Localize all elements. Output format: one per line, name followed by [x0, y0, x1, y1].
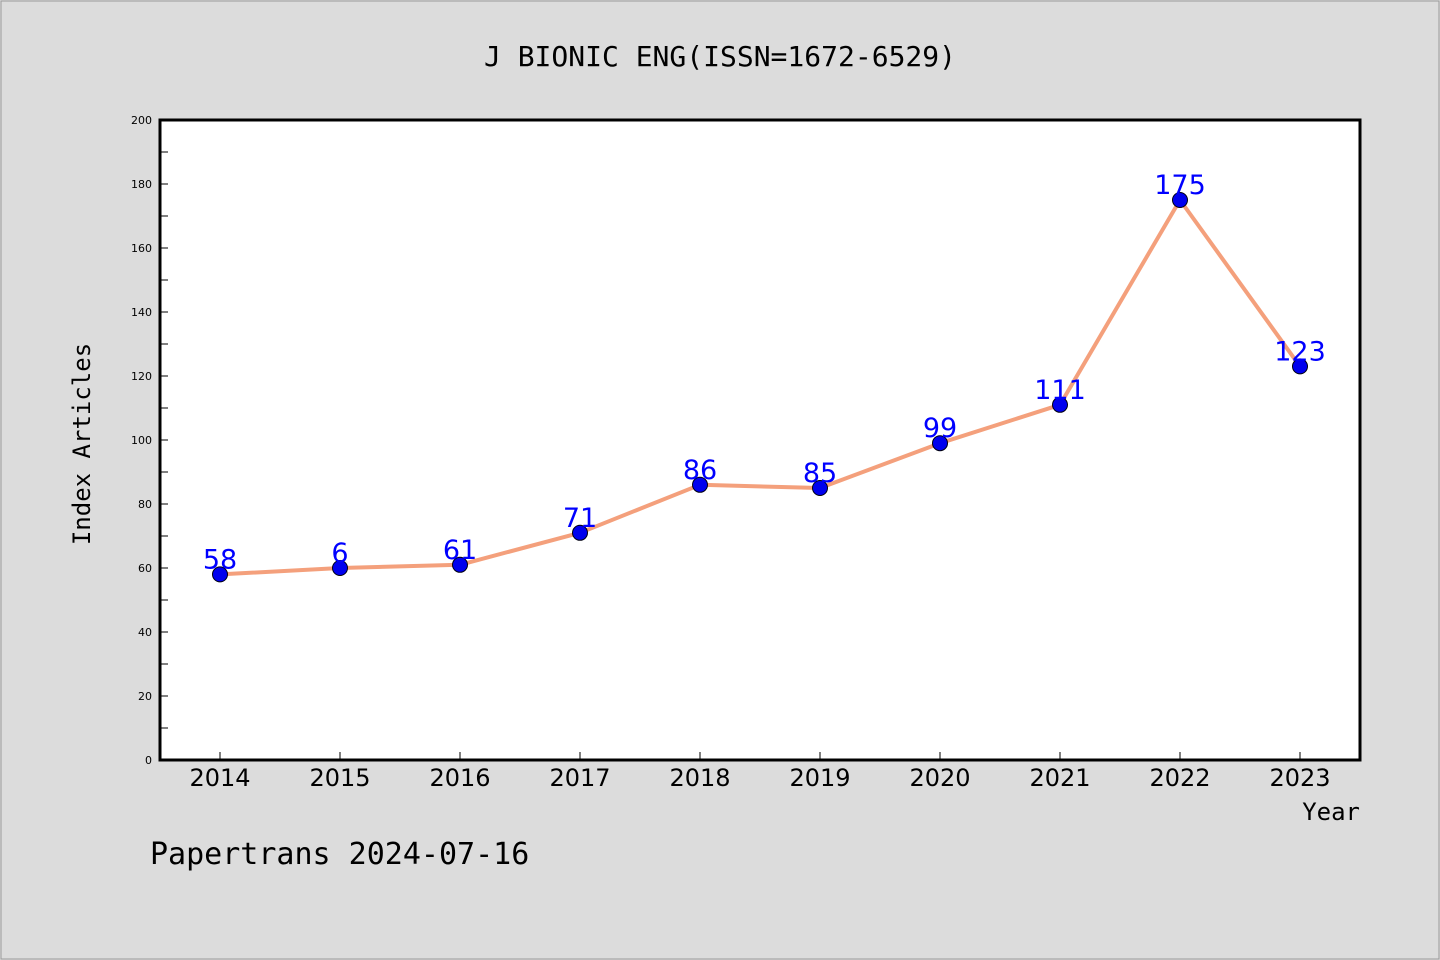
data-point — [932, 435, 948, 452]
x-axis-label: Year — [1302, 798, 1360, 826]
data-labels: 58 6 61 71 86 85 99 111 175 123 — [203, 170, 1326, 575]
data-point — [1052, 396, 1068, 413]
data-point — [332, 560, 348, 576]
data-label: 58 — [203, 544, 237, 575]
footer-watermark: Papertrans 2024-07-16 — [150, 837, 529, 872]
data-label: 111 — [1034, 375, 1086, 406]
data-label: 61 — [443, 535, 477, 566]
data-point — [212, 566, 228, 583]
plot-frame — [158, 118, 1362, 762]
data-label: 175 — [1154, 170, 1206, 201]
data-label: 71 — [563, 503, 597, 534]
data-point — [572, 524, 588, 541]
x-tick-label: 2014 — [189, 764, 250, 792]
data-label: 85 — [803, 458, 837, 489]
x-tick-label: 2015 — [309, 764, 370, 792]
x-tick-label: 2016 — [429, 764, 490, 792]
y-axis: 0 20 40 60 80 100 120 140 160 180 200 — [131, 114, 168, 767]
data-point — [812, 480, 828, 496]
plot-area — [160, 120, 1360, 760]
data-point — [1172, 192, 1188, 208]
y-tick-label: 40 — [138, 626, 152, 639]
x-tick-label: 2017 — [549, 764, 610, 792]
y-tick-label: 20 — [138, 690, 152, 703]
y-tick-label: 0 — [145, 754, 152, 767]
data-label: 123 — [1274, 336, 1326, 367]
data-label: 99 — [923, 413, 957, 444]
x-tick-label: 2021 — [1029, 764, 1090, 792]
series-line — [218, 198, 1302, 577]
chart-title: J BIONIC ENG(ISSN=1672-6529) — [484, 40, 956, 73]
y-tick-label: 80 — [138, 498, 152, 511]
y-tick-label: 120 — [131, 370, 152, 383]
x-tick-label: 2018 — [669, 764, 730, 792]
x-axis: 2014 2015 2016 2017 2018 2019 2020 2021 2022 2023 — [189, 752, 1331, 792]
data-point — [1292, 358, 1308, 375]
data-point — [692, 476, 708, 493]
y-tick-label: 160 — [131, 242, 152, 255]
x-tick-label: 2022 — [1149, 764, 1210, 792]
y-axis-label: Index Articles — [68, 343, 96, 545]
y-tick-label: 200 — [131, 114, 152, 127]
y-tick-label: 60 — [138, 562, 152, 575]
data-label: 6 — [331, 538, 348, 569]
data-points — [212, 192, 1308, 583]
y-tick-label: 180 — [131, 178, 152, 191]
x-tick-label: 2020 — [909, 764, 970, 792]
data-point — [452, 556, 468, 573]
x-tick-label: 2023 — [1269, 764, 1330, 792]
x-tick-label: 2019 — [789, 764, 850, 792]
y-tick-label: 140 — [131, 306, 152, 319]
data-label: 86 — [683, 455, 717, 486]
y-tick-label: 100 — [131, 434, 152, 447]
